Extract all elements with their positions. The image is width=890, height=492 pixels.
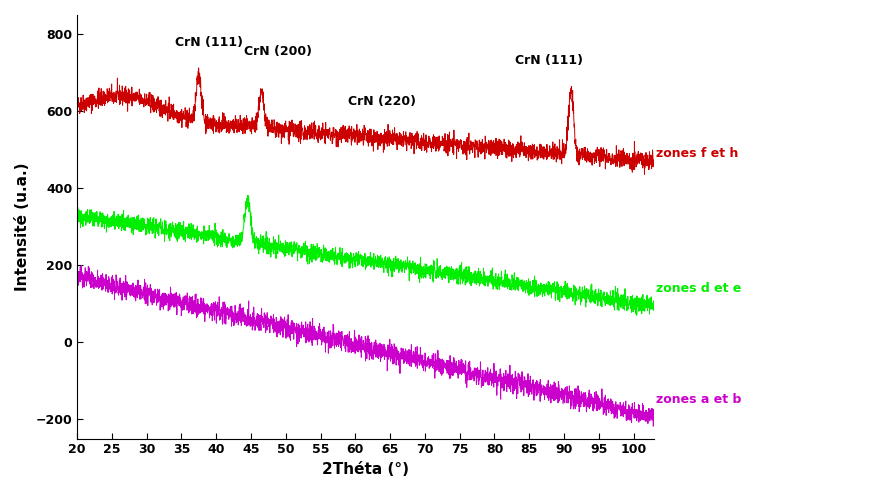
Text: zones f et h: zones f et h (656, 147, 738, 160)
X-axis label: 2Théta (°): 2Théta (°) (322, 462, 409, 477)
Text: CrN (200): CrN (200) (244, 45, 312, 59)
Y-axis label: Intensité (u.a.): Intensité (u.a.) (15, 162, 30, 291)
Text: CrN (111): CrN (111) (515, 54, 583, 67)
Text: CrN (111): CrN (111) (174, 36, 243, 49)
Text: CrN (220): CrN (220) (348, 95, 417, 108)
Text: zones d et e: zones d et e (656, 282, 741, 295)
Text: zones a et b: zones a et b (656, 393, 741, 406)
